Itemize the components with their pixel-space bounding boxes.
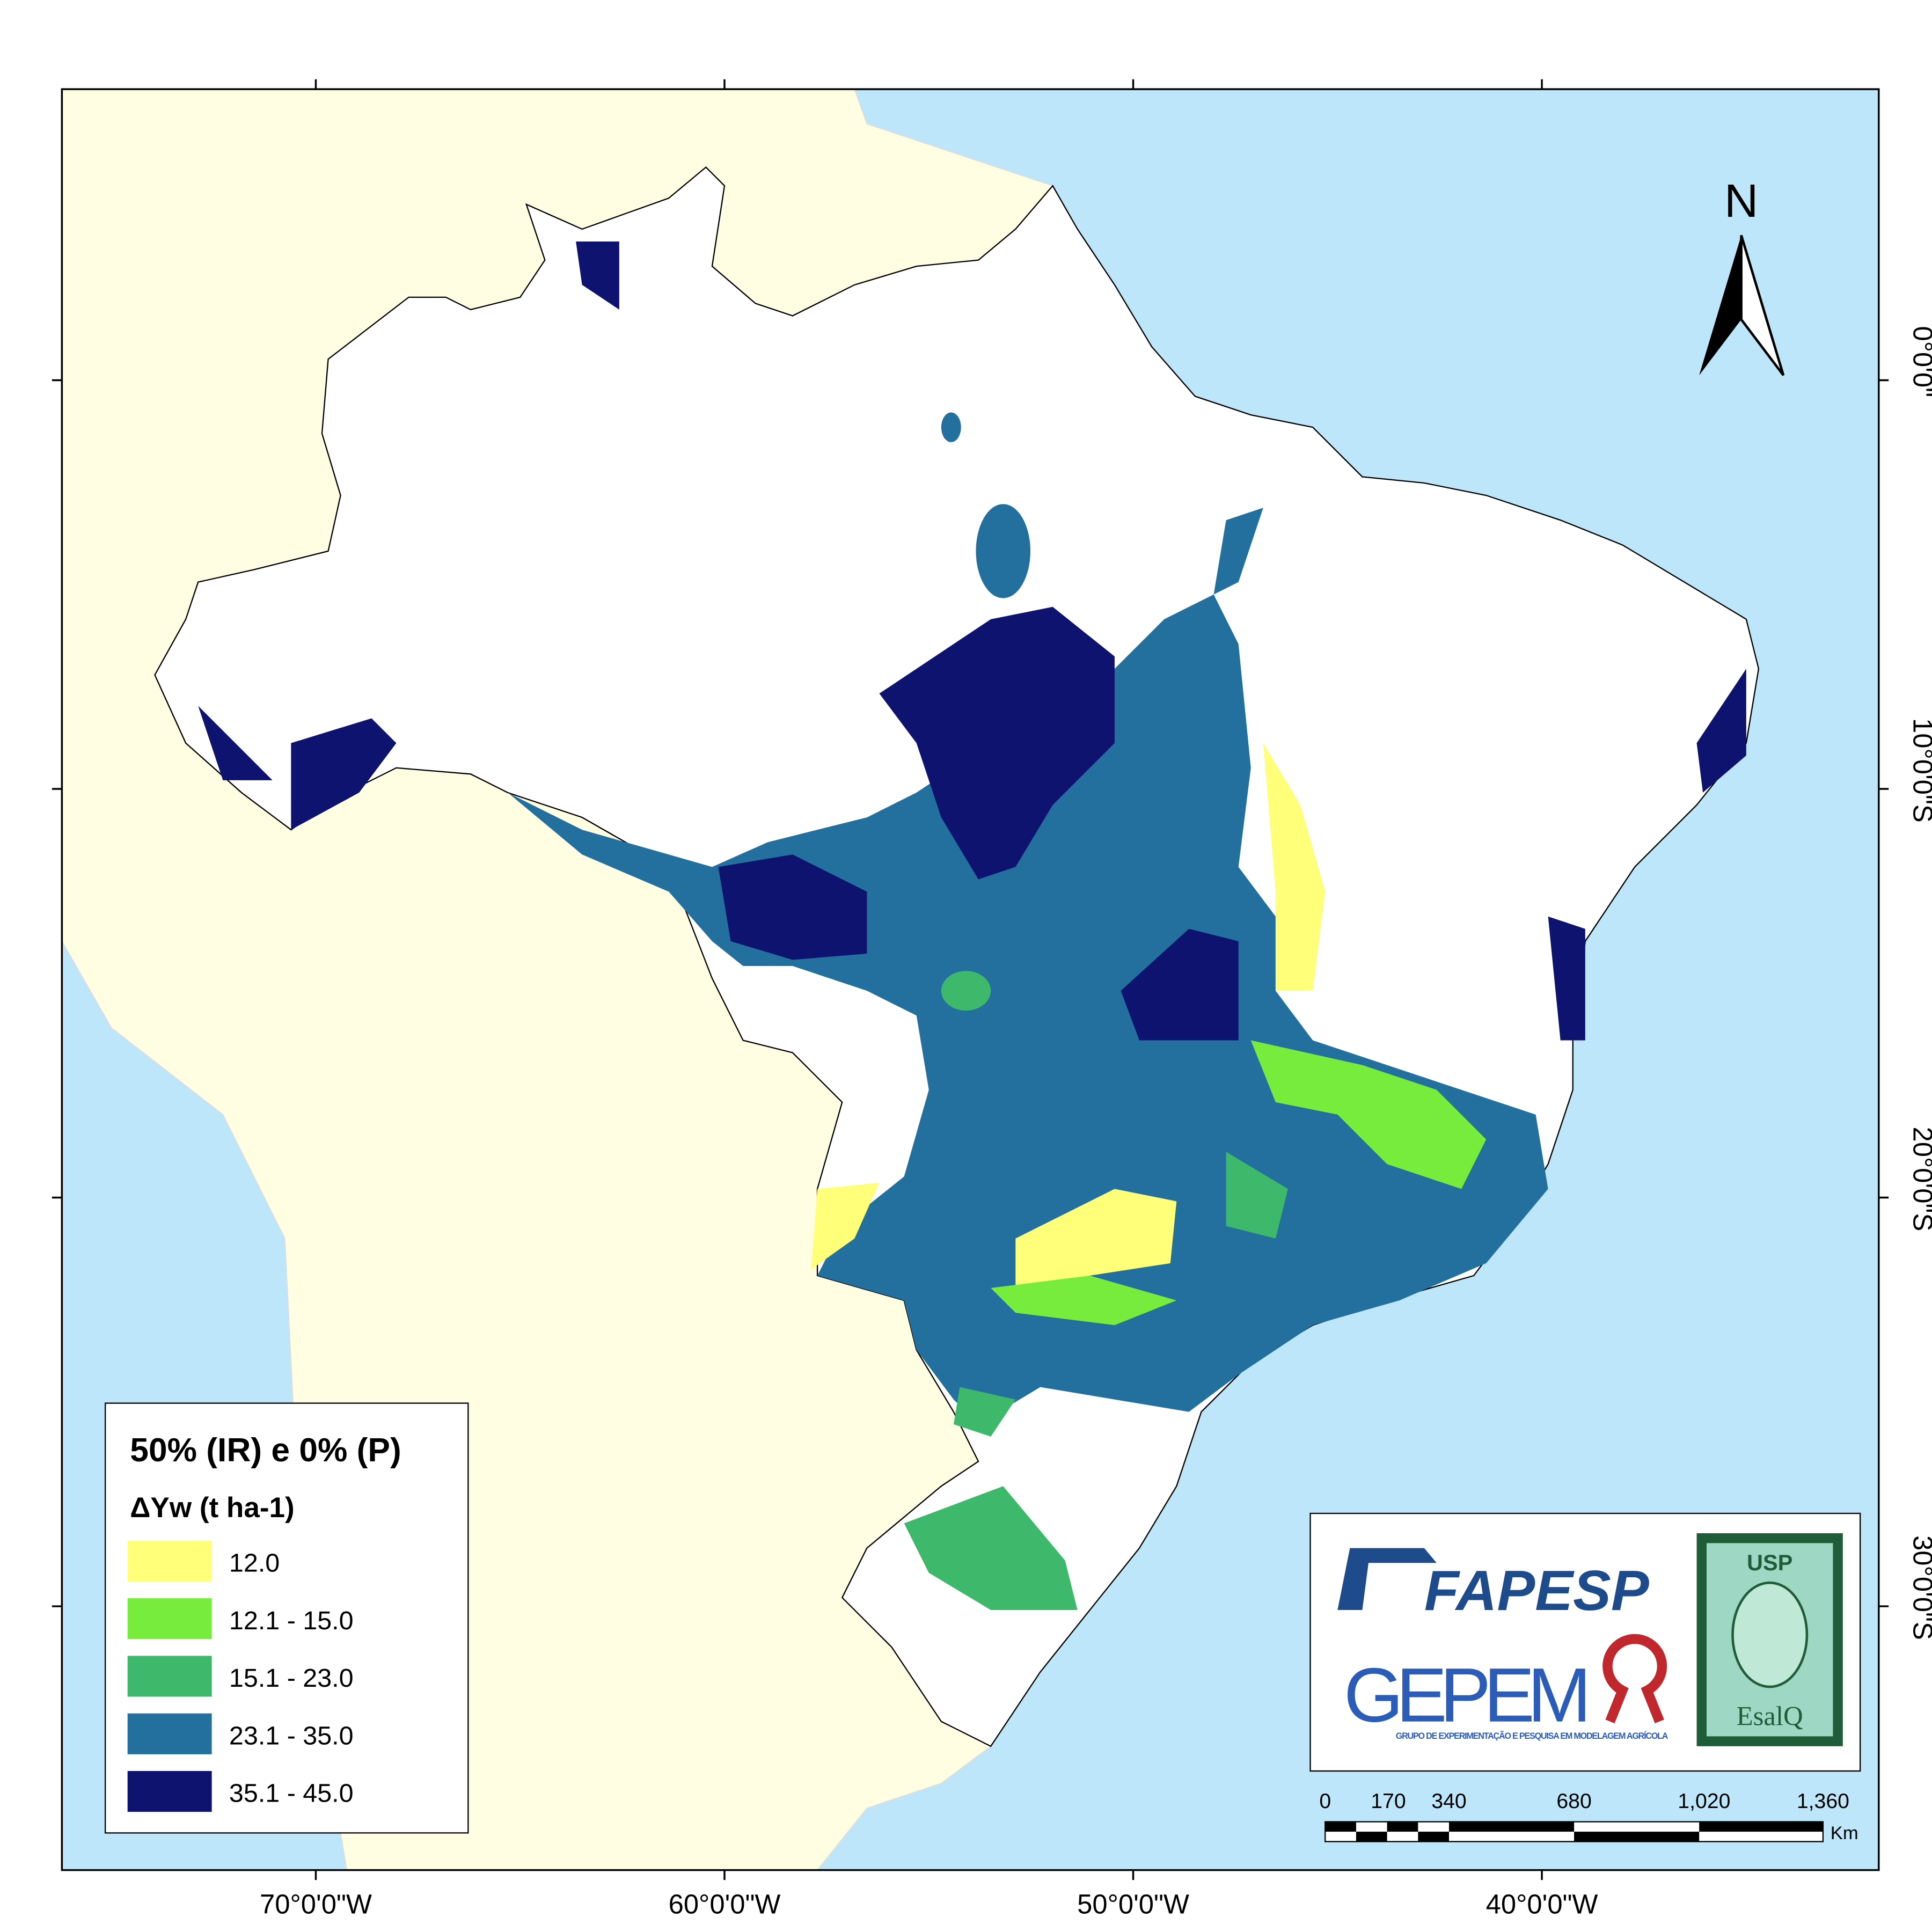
region [879,606,1115,880]
region [1548,916,1585,1041]
graticule: 70°0'0"W 60°0'0"W 50°0'0"W 40°0'0"W 0°0'0" 10… [52,79,1932,1919]
region [718,854,867,960]
region [1213,508,1263,595]
scale-segment [1418,1832,1449,1842]
legend-label: 35.1 - 45.0 [229,1779,354,1808]
scale-unit: Km [1831,1823,1858,1843]
legend-swatch [127,1598,212,1640]
lat-label: 10°0'0"S [1907,718,1932,823]
map-frame [61,88,1880,1871]
region [508,594,1548,1424]
region [291,718,397,830]
region [198,706,273,780]
north-label: N [1724,174,1758,227]
scale-segment [1325,1821,1356,1832]
legend-swatch [127,1656,212,1697]
region [1121,928,1239,1041]
region [941,412,961,442]
yield-gap-regions [198,241,1746,1610]
lon-label: 70°0'0"W [260,1889,372,1919]
region [976,504,1030,598]
region [1696,669,1746,793]
scale-label: 0 [1319,1789,1331,1813]
lon-label: 60°0'0"W [669,1889,781,1919]
scale-labels: 0 170 340 680 1,020 1,360 [1319,1789,1849,1813]
lon-label: 50°0'0"W [1077,1889,1189,1919]
scale-bar [1324,1821,1824,1842]
region [576,241,619,310]
region [1250,1040,1487,1189]
lat-label: 20°0'0"S [1907,1127,1932,1232]
region [991,1275,1177,1326]
legend-label: 12.1 - 15.0 [229,1606,354,1635]
legend-label: 23.1 - 35.0 [229,1721,354,1750]
region [941,971,991,1011]
north-arrow [1740,235,1785,376]
scale-segment [1574,1832,1700,1842]
scale-segment [1387,1821,1418,1832]
region [904,1486,1078,1610]
scale-label: 1,360 [1797,1789,1849,1813]
fapesp-logo: FAPESP [1424,1559,1649,1622]
legend: 12.0 12.1 - 15.0 15.1 - 23.0 23.1 - 35.0 35.… [127,1540,354,1812]
legend-label: 12.0 [229,1548,280,1577]
legend-title: 50% (IR) e 0% (P) [130,1432,401,1469]
scale-label: 340 [1431,1789,1466,1813]
region [1263,743,1326,991]
legend-swatch [127,1540,212,1582]
scale-segment [1699,1821,1823,1832]
region [953,1387,1016,1437]
lat-label: 0°0'0" [1907,326,1932,398]
fapesp-mark [1337,1548,1437,1610]
legend-swatch [127,1771,212,1812]
scale-label: 680 [1556,1789,1591,1813]
usp-logo: USP [1747,1550,1792,1575]
legend-label: 15.1 - 23.0 [229,1664,354,1693]
gepem-mark [1602,1634,1667,1724]
gepem-subtitle: GRUPO DE EXPERIMENTAÇÃO E PESQUISA EM MO… [1396,1730,1668,1741]
scale-segment [1356,1832,1387,1842]
north-arrow [1699,235,1741,376]
esalq-logo: EsalQ [1737,1701,1803,1731]
lon-label: 40°0'0"W [1486,1889,1598,1919]
esalq-emblem [1731,1581,1809,1688]
scale-label: 170 [1371,1789,1406,1813]
legend-subtitle: ΔYw (t ha-1) [130,1492,294,1524]
gepem-logo: GEPEM [1344,1652,1592,1738]
scale-segment [1449,1821,1575,1832]
region [1015,1189,1177,1288]
lat-label: 30°0'0"S [1907,1535,1932,1640]
scale-label: 1,020 [1678,1789,1730,1813]
legend-swatch [127,1713,212,1754]
region [1226,1152,1288,1239]
region [811,1182,880,1270]
